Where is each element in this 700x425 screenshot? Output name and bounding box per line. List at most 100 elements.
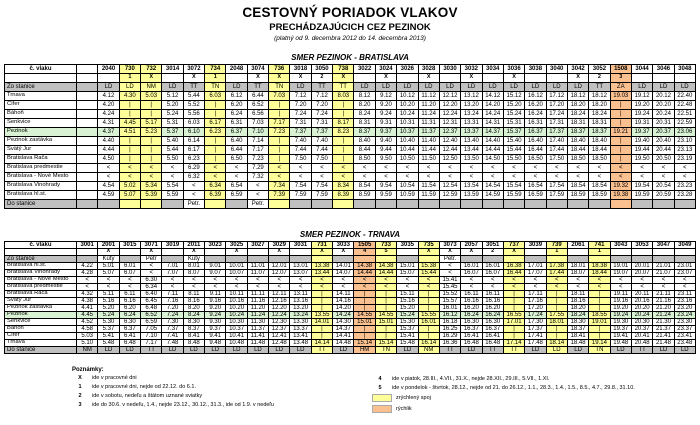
time-cell: 5.10 <box>75 339 99 347</box>
time-cell: 7.20 <box>310 100 334 110</box>
to-station-code <box>374 199 398 209</box>
time-cell: < <box>268 276 291 284</box>
time-cell: 12.44 <box>438 145 462 155</box>
time-cell <box>75 145 99 155</box>
to-station-code <box>588 199 611 209</box>
day-marker <box>630 248 654 256</box>
train-number: 738 <box>332 64 355 74</box>
time-cell: 5.40 <box>161 136 184 146</box>
time-cell: 14.41 <box>332 332 355 340</box>
time-cell: 6.24 <box>118 311 142 319</box>
time-cell: 16.11 <box>460 290 483 298</box>
time-cell: < <box>140 269 163 277</box>
time-cell: < <box>374 172 398 182</box>
train-number: 3039 <box>524 241 547 249</box>
day-marker <box>630 73 654 83</box>
time-cell: < <box>97 276 120 284</box>
time-cell: 15.44 <box>417 269 440 277</box>
time-cell: 14.44 <box>481 145 504 155</box>
time-cell: 5.24 <box>97 311 120 319</box>
time-cell: < <box>566 163 590 173</box>
time-cell: 4.22 <box>75 262 99 270</box>
time-cell: < <box>460 172 483 182</box>
time-cell: < <box>246 190 270 200</box>
time-cell: 14.20 <box>481 100 504 110</box>
time-cell: 9.54 <box>374 181 398 191</box>
time-cell: 18.44 <box>588 269 611 277</box>
time-cell: 17.30 <box>524 318 547 326</box>
time-cell: < <box>609 276 632 284</box>
train-number: 3019 <box>161 241 184 249</box>
time-cell: 19.21 <box>609 127 632 137</box>
time-cell: 17.59 <box>545 190 568 200</box>
note-text: ide v pracovné dni, nejde od 22.12. do 6… <box>92 384 196 390</box>
train-number: 741 <box>588 241 611 249</box>
time-cell: 10.41 <box>225 332 248 340</box>
time-cell: < <box>246 181 270 191</box>
time-cell: < <box>268 283 291 291</box>
time-cell: 10.31 <box>396 118 419 128</box>
time-cell: < <box>545 163 568 173</box>
time-cell: 16.37 <box>524 127 547 137</box>
time-cell: 4.31 <box>97 118 120 128</box>
time-cell: < <box>204 163 227 173</box>
time-cell: 10.50 <box>396 154 419 164</box>
to-station-code <box>438 199 462 209</box>
to-station-code <box>161 199 184 209</box>
time-cell: 12.31 <box>438 118 462 128</box>
time-cell: 16.01 <box>481 262 504 270</box>
time-cell: 10.24 <box>225 311 248 319</box>
time-cell: 17.14 <box>502 339 526 347</box>
station-name: Bratislava hl.st. <box>4 262 77 270</box>
time-cell: 16.18 <box>438 318 462 326</box>
day-marker: 4 <box>353 248 376 256</box>
time-cell: 20.20 <box>630 304 654 312</box>
time-cell: < <box>630 276 654 284</box>
time-cell: | <box>374 297 398 305</box>
time-cell: 23.24 <box>673 311 697 319</box>
time-cell: < <box>481 163 504 173</box>
time-cell: 10.37 <box>225 325 248 333</box>
to-station-code: LD <box>204 346 227 354</box>
time-cell: 19.44 <box>630 145 654 155</box>
day-marker: X <box>438 248 462 256</box>
time-cell: 6.14 <box>182 136 206 146</box>
day-marker <box>353 73 376 83</box>
time-cell: < <box>673 283 697 291</box>
time-cell: 18.54 <box>588 181 611 191</box>
time-cell: 19.16 <box>609 297 632 305</box>
time-cell: 6.23 <box>182 154 206 164</box>
time-cell: 16.54 <box>524 181 547 191</box>
time-cell: 7.03 <box>246 118 270 128</box>
time-cell: 9.07 <box>204 269 227 277</box>
train-number: 3072 <box>182 64 206 74</box>
day-marker <box>225 73 248 83</box>
from-station-code: LD <box>545 82 568 92</box>
time-cell: 5.24 <box>161 109 184 119</box>
note-row: 3 ide do 30.6. v nedeľu, 1.4., nejde 23.1… <box>72 402 372 408</box>
to-station-code <box>310 199 334 209</box>
from-station-code <box>630 255 654 263</box>
time-cell: 4.54 <box>97 181 120 191</box>
time-cell: 23.20 <box>673 304 697 312</box>
from-station-code <box>289 255 312 263</box>
time-cell: 20.30 <box>630 318 654 326</box>
time-cell: | <box>204 154 227 164</box>
time-cell: 15.40 <box>502 136 526 146</box>
from-station-code: LD <box>630 82 654 92</box>
time-cell: < <box>161 276 184 284</box>
time-cell: 11.24 <box>246 311 270 319</box>
station-row: Báhoň 4.24 | | 5.24 5.56 | 6.24 6.56 | 7.24 7.24 | 8.… <box>4 109 697 119</box>
note-symbol: 1 <box>78 384 82 390</box>
time-cell: 9.16 <box>204 297 227 305</box>
time-cell: 9.40 <box>374 136 398 146</box>
time-cell: < <box>75 276 99 284</box>
time-cell: 11.30 <box>246 318 270 326</box>
time-cell: < <box>652 276 675 284</box>
day-marker <box>524 248 547 256</box>
time-cell: | <box>204 136 227 146</box>
time-cell: | <box>545 325 568 333</box>
station-name: Svätý Jur <box>4 297 77 305</box>
time-cell: | <box>588 297 611 305</box>
